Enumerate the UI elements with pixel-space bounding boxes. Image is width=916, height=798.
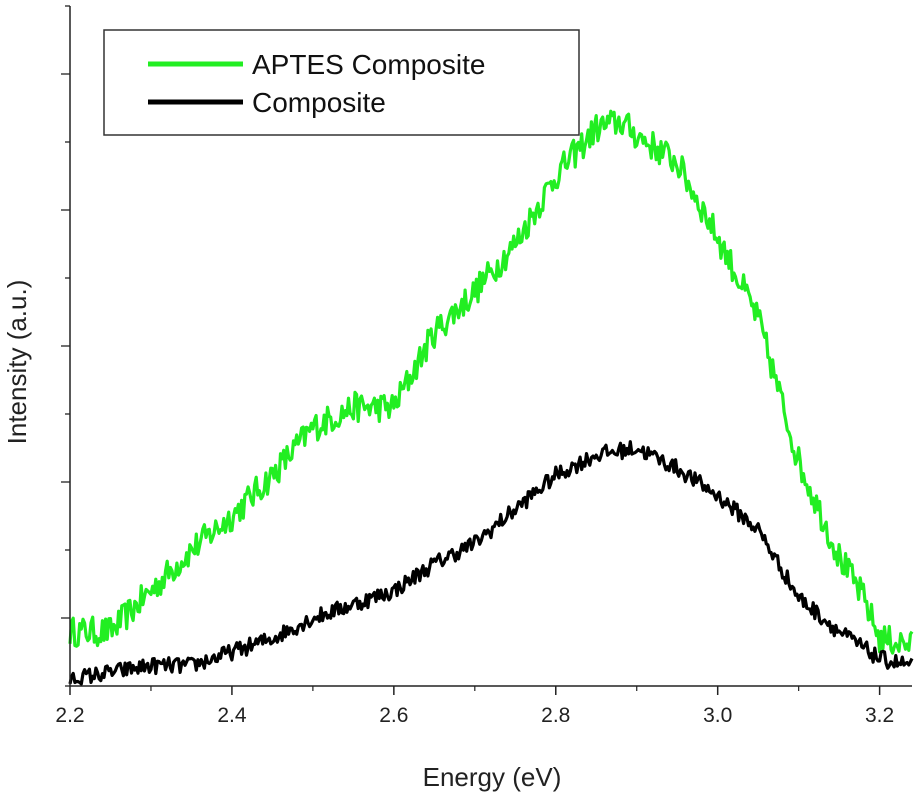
x-tick-label: 2.8: [541, 704, 570, 727]
x-tick-label: 3.0: [703, 704, 732, 727]
axes-layer: [61, 5, 912, 695]
legend: APTES Composite Composite: [103, 29, 580, 136]
x-tick-label: 2.2: [55, 704, 84, 727]
legend-box: [103, 29, 580, 136]
series-layer: [68, 109, 914, 686]
series-line-aptes-composite: [68, 109, 914, 655]
y-axis-title: Intensity (a.u.): [2, 280, 32, 445]
x-tick-label: 3.2: [865, 704, 894, 727]
x-axis-title: Energy (eV): [423, 762, 562, 792]
x-tick-label: 2.6: [379, 704, 408, 727]
legend-label-composite: Composite: [252, 87, 386, 118]
legend-label-aptes-composite: APTES Composite: [252, 49, 485, 80]
series-line-composite: [68, 440, 914, 686]
labels-layer: 2.2 2.4 2.6 2.8 3.0 3.2: [55, 704, 894, 727]
x-tick-label: 2.4: [217, 704, 247, 727]
